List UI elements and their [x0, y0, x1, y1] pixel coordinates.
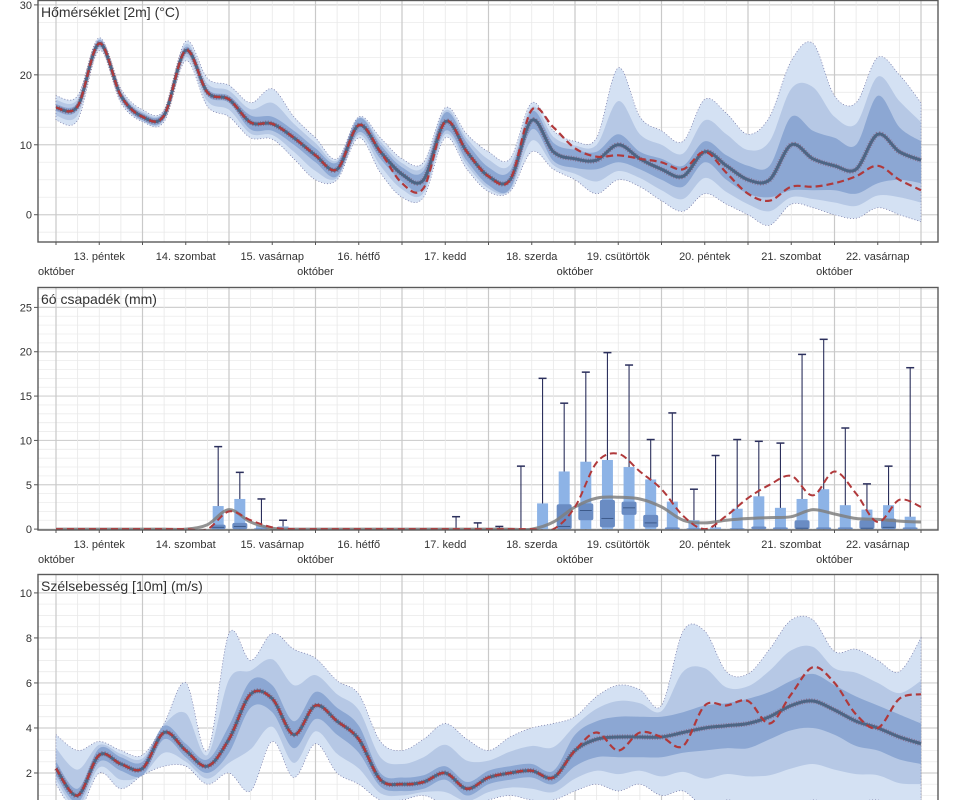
panel-title: Szélsebesség [10m] (m/s) — [41, 578, 203, 594]
x-day-label: 13. péntek — [74, 539, 126, 551]
x-month-label: október — [557, 266, 594, 278]
x-day-label: 13. péntek — [74, 251, 126, 263]
box-iqr — [902, 527, 918, 530]
box-iqr — [599, 499, 615, 528]
x-day-label: 16. hétfő — [337, 251, 380, 263]
box-p90 — [601, 459, 613, 530]
precip-box — [232, 471, 248, 530]
panel-frame — [37, 573, 939, 800]
x-day-label: 18. szerda — [506, 251, 558, 263]
y-tick-label: 8 — [26, 633, 32, 645]
box-iqr — [794, 520, 810, 530]
x-day-label: 19. csütörtök — [587, 251, 650, 263]
precip-box — [710, 454, 722, 530]
y-tick-label: 20 — [20, 347, 32, 359]
box-p90 — [710, 527, 722, 530]
box-p90 — [580, 461, 592, 530]
y-tick-label: 0 — [26, 524, 32, 536]
precip-box — [816, 338, 832, 530]
panel-title: Hőmérséklet [2m] (°C) — [41, 4, 180, 20]
y-tick-label: 6 — [26, 678, 32, 690]
x-day-label: 15. vasárnap — [240, 251, 304, 263]
precip-box — [452, 515, 461, 530]
box-iqr — [729, 528, 745, 530]
y-tick-label: 10 — [20, 588, 32, 600]
precipitation-plot-area — [38, 287, 938, 530]
ensemble-range-band — [55, 615, 922, 800]
box-iqr — [859, 520, 875, 530]
x-day-label: 21. szombat — [761, 539, 821, 551]
x-day-label: 20. péntek — [679, 539, 731, 551]
precip-box — [794, 353, 810, 530]
ensemble-iqr-band — [56, 673, 921, 800]
x-day-label: 14. szombat — [156, 539, 216, 551]
x-month-label: október — [297, 266, 334, 278]
y-tick-label: 0 — [26, 210, 32, 222]
temperature-plot-area — [38, 0, 938, 242]
y-tick-label: 30 — [20, 0, 32, 12]
y-tick-label: 4 — [26, 723, 32, 735]
box-iqr — [816, 527, 832, 530]
y-tick-label: 10 — [20, 140, 32, 152]
deterministic-line — [55, 452, 922, 530]
x-day-label: 22. vasárnap — [846, 251, 910, 263]
deterministic-line — [55, 665, 922, 797]
x-month-label: október — [816, 554, 853, 566]
box-iqr — [837, 527, 853, 530]
box-p90 — [818, 489, 830, 530]
ensemble-10-90-band — [56, 645, 921, 800]
y-tick-label: 25 — [20, 302, 32, 314]
temperature-panel: Hőmérséklet [2m] (°C) 0 10 20 30 13. péntek 14… — [20, 0, 939, 278]
box-p90 — [645, 479, 657, 530]
ensemble-iqr-band — [56, 39, 921, 198]
panel-title: 6ó csapadék (mm) — [41, 291, 157, 307]
box-p90 — [558, 471, 570, 530]
x-month-label: október — [297, 554, 334, 566]
x-month-label: október — [816, 266, 853, 278]
precip-box — [621, 364, 637, 530]
precip-box — [537, 377, 549, 530]
precip-box — [599, 351, 615, 530]
x-month-label: október — [38, 554, 75, 566]
ensemble-range-band — [55, 37, 922, 226]
precip-box — [751, 440, 767, 530]
box-iqr — [664, 527, 680, 530]
x-month-label: október — [557, 554, 594, 566]
precipitation-panel: 6ó csapadék (mm) 0 5 10 15 20 25 13. péntek 14. … — [20, 286, 939, 566]
y-tick-label: 15 — [20, 391, 32, 403]
box-p90 — [883, 505, 895, 530]
x-day-label: 17. kedd — [424, 539, 466, 551]
x-day-label: 16. hétfő — [337, 539, 380, 551]
x-day-label: 18. szerda — [506, 539, 558, 551]
box-iqr — [253, 528, 269, 530]
wind-plot-area — [38, 574, 938, 800]
x-month-label: október — [38, 266, 75, 278]
y-tick-label: 20 — [20, 70, 32, 82]
deterministic-line — [55, 42, 922, 203]
ensemble-10-90-band — [56, 38, 921, 212]
precip-box — [859, 483, 875, 530]
box-iqr — [772, 527, 788, 530]
x-day-label: 17. kedd — [424, 251, 466, 263]
box-iqr — [578, 503, 594, 521]
box-iqr — [643, 514, 659, 528]
x-day-label: 19. csütörtök — [587, 539, 650, 551]
box-iqr — [686, 528, 702, 530]
y-tick-label: 2 — [26, 768, 32, 780]
x-day-label: 14. szombat — [156, 251, 216, 263]
box-p90 — [753, 496, 765, 530]
y-tick-label: 10 — [20, 435, 32, 447]
precip-box — [516, 465, 525, 530]
box-p90 — [537, 503, 549, 530]
x-day-label: 21. szombat — [761, 251, 821, 263]
x-day-label: 15. vasárnap — [240, 539, 304, 551]
box-iqr — [751, 526, 767, 530]
precip-box — [643, 438, 659, 530]
x-day-label: 22. vasárnap — [846, 539, 910, 551]
y-tick-label: 5 — [26, 480, 32, 492]
wind-panel: Szélsebesség [10m] (m/s) 2 4 6 8 10 — [20, 573, 939, 800]
x-day-label: 20. péntek — [679, 251, 731, 263]
